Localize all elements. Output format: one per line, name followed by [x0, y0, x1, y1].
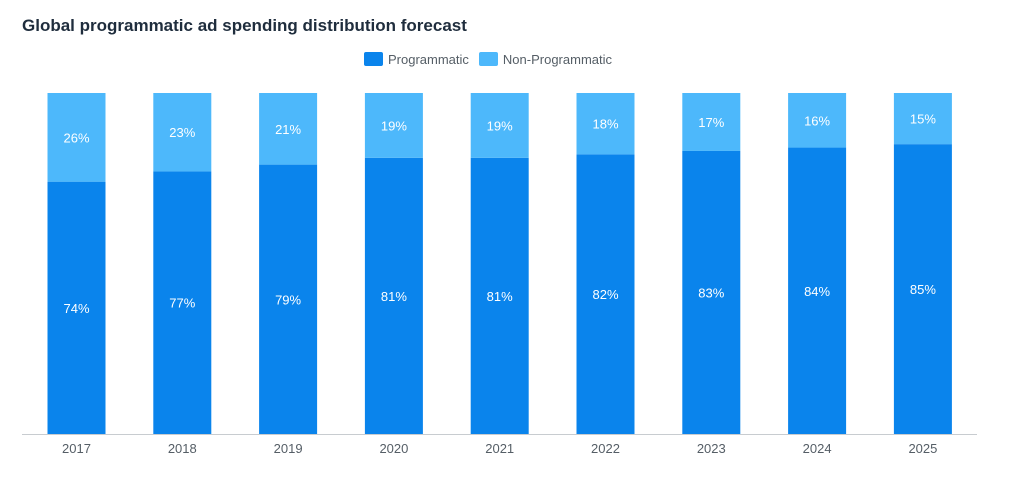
- bar-programmatic-2021[interactable]: [470, 157, 529, 435]
- data-label-programmatic-2018: 77%: [169, 296, 195, 311]
- data-label-non-programmatic-2017: 26%: [63, 130, 89, 145]
- data-label-non-programmatic-2024: 16%: [804, 113, 830, 128]
- bar-programmatic-2018[interactable]: [153, 171, 212, 434]
- bar-non-programmatic-2023[interactable]: [682, 93, 741, 151]
- bar-non-programmatic-2020[interactable]: [364, 93, 423, 158]
- data-label-programmatic-2022: 82%: [592, 287, 618, 302]
- bar-non-programmatic-2017[interactable]: [47, 93, 106, 182]
- bar-non-programmatic-2022[interactable]: [576, 93, 635, 155]
- data-label-non-programmatic-2020: 19%: [381, 118, 407, 133]
- bar-non-programmatic-2024[interactable]: [788, 93, 847, 148]
- legend-item-programmatic[interactable]: Programmatic: [364, 52, 469, 67]
- x-tick-label-2022: 2022: [591, 441, 620, 456]
- data-label-non-programmatic-2021: 19%: [487, 118, 513, 133]
- data-label-programmatic-2025: 85%: [910, 282, 936, 297]
- legend-swatch-programmatic: [364, 52, 383, 66]
- data-label-non-programmatic-2025: 15%: [910, 112, 936, 127]
- data-label-programmatic-2019: 79%: [275, 292, 301, 307]
- x-tick-label-2019: 2019: [274, 441, 303, 456]
- bar-non-programmatic-2025[interactable]: [893, 93, 952, 145]
- data-label-non-programmatic-2019: 21%: [275, 122, 301, 137]
- data-label-programmatic-2021: 81%: [487, 289, 513, 304]
- bar-non-programmatic-2019[interactable]: [259, 93, 318, 165]
- bar-programmatic-2017[interactable]: [47, 181, 106, 434]
- bar-programmatic-2025[interactable]: [893, 144, 952, 434]
- chart-title: Global programmatic ad spending distribu…: [22, 16, 467, 35]
- bar-programmatic-2023[interactable]: [682, 150, 741, 434]
- data-label-programmatic-2020: 81%: [381, 289, 407, 304]
- x-tick-label-2021: 2021: [485, 441, 514, 456]
- chart-legend: Programmatic Non-Programmatic: [364, 50, 622, 68]
- bar-programmatic-2020[interactable]: [364, 157, 423, 435]
- legend-label-programmatic: Programmatic: [388, 51, 469, 67]
- legend-swatch-non-programmatic: [478, 52, 498, 66]
- legend-item-non-programmatic[interactable]: Non-Programmatic: [478, 51, 613, 67]
- bar-programmatic-2024[interactable]: [788, 147, 847, 434]
- bar-programmatic-2022[interactable]: [576, 154, 635, 434]
- bar-non-programmatic-2021[interactable]: [470, 93, 529, 158]
- x-tick-label-2024: 2024: [803, 441, 832, 456]
- data-label-non-programmatic-2022: 18%: [592, 117, 618, 132]
- x-tick-label-2025: 2025: [908, 441, 937, 456]
- bar-programmatic-2019[interactable]: [259, 164, 318, 435]
- data-label-programmatic-2024: 84%: [804, 284, 830, 299]
- data-label-non-programmatic-2023: 17%: [698, 115, 724, 130]
- legend-label-non-programmatic: Non-Programmatic: [502, 51, 613, 67]
- x-tick-label-2023: 2023: [697, 441, 726, 456]
- bar-non-programmatic-2018[interactable]: [153, 93, 212, 172]
- data-label-programmatic-2023: 83%: [698, 285, 724, 300]
- x-tick-label-2020: 2020: [379, 441, 408, 456]
- data-label-non-programmatic-2018: 23%: [169, 125, 195, 140]
- data-label-programmatic-2017: 74%: [63, 301, 89, 316]
- x-tick-label-2018: 2018: [168, 441, 197, 456]
- x-tick-label-2017: 2017: [62, 441, 91, 456]
